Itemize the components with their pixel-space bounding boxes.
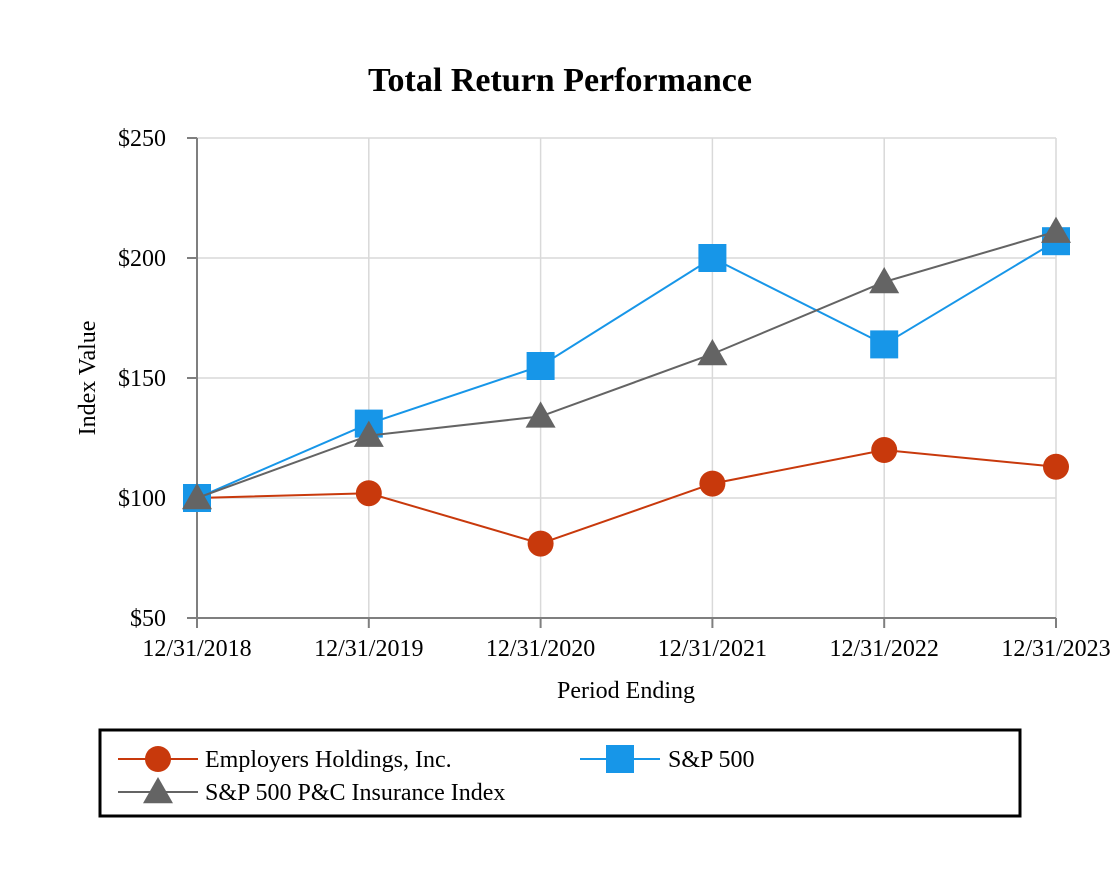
data-point-triangle: [525, 401, 556, 428]
legend-item: S&P 500: [580, 745, 754, 773]
grid: [197, 137, 1057, 618]
legend-item: Employers Holdings, Inc.: [118, 746, 452, 773]
y-tick-label: $250: [118, 126, 166, 152]
legend: Employers Holdings, Inc. S&P 500 S&P 500 P…: [98, 728, 1022, 818]
series-line: [196, 230, 1057, 499]
y-axis-title: Index Value: [75, 321, 101, 436]
x-tick-label: 12/31/2019: [314, 636, 423, 662]
chart-title: Total Return Performance: [368, 62, 752, 99]
y-tick-label: $200: [118, 246, 166, 272]
x-tick-label: 12/31/2018: [142, 636, 251, 662]
legend-marker-triangle: [143, 777, 173, 804]
x-tick-label: 12/31/2022: [830, 636, 939, 662]
data-point-triangle: [182, 483, 212, 510]
axes: [187, 137, 1057, 628]
data-point-triangle: [353, 420, 384, 447]
data-point-square: [698, 244, 727, 272]
x-axis-ticks: 12/31/2018 12/31/2019 12/31/2020 12/31/2021…: [142, 636, 1110, 662]
legend-marker-square: [606, 745, 634, 773]
series-layer: [182, 216, 1071, 557]
legend-box: [98, 728, 1022, 818]
x-axis-title: Period Ending: [557, 678, 695, 704]
data-point-circle: [527, 530, 554, 557]
data-point-circle: [871, 437, 898, 463]
data-point-circle: [1043, 453, 1069, 480]
data-point-triangle: [697, 339, 728, 366]
data-point-square: [870, 330, 899, 359]
series-line: [196, 448, 1057, 545]
data-point-triangle: [869, 267, 900, 294]
series-1: [183, 227, 1070, 512]
x-tick-label: 12/31/2021: [658, 636, 767, 662]
data-point-circle: [355, 480, 382, 507]
data-point-circle: [699, 470, 726, 497]
y-axis-ticks: $50 $100 $150 $200 $250: [118, 126, 166, 632]
y-tick-label: $150: [118, 366, 166, 392]
legend-label: Employers Holdings, Inc.: [205, 747, 452, 773]
legend-item: S&P 500 P&C Insurance Index: [118, 777, 505, 806]
legend-label: S&P 500: [668, 747, 754, 773]
y-tick-label: $50: [130, 606, 166, 632]
series-line: [196, 240, 1057, 499]
x-tick-label: 12/31/2020: [486, 636, 595, 662]
data-point-square: [526, 352, 555, 380]
legend-label: S&P 500 P&C Insurance Index: [205, 780, 505, 806]
series-2: [182, 216, 1071, 510]
y-tick-label: $100: [118, 486, 166, 512]
data-point-triangle: [1041, 216, 1071, 243]
legend-marker-circle: [145, 746, 171, 772]
x-tick-label: 12/31/2023: [1001, 636, 1110, 662]
